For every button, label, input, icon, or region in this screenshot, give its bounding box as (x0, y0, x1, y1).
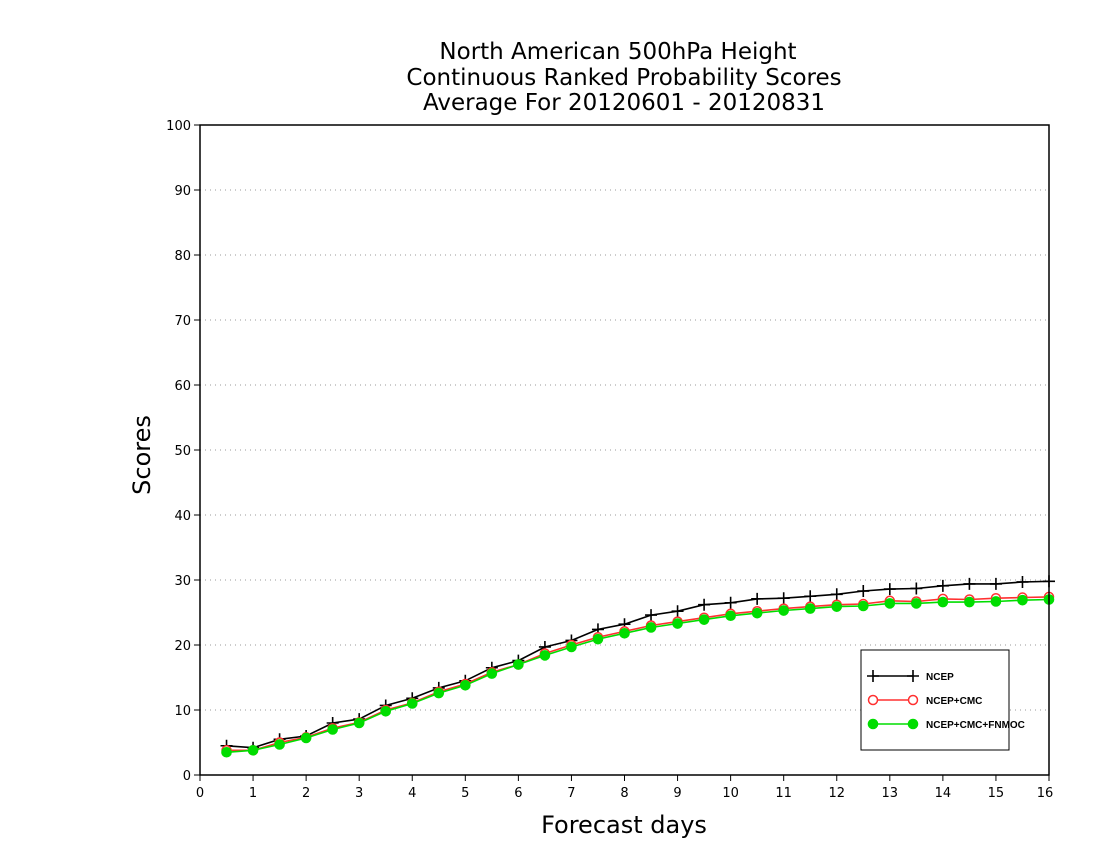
series-point-2 (353, 717, 365, 729)
y-tick-label: 50 (174, 444, 191, 459)
series-point-2 (274, 739, 285, 750)
x-tick-label: 5 (461, 786, 469, 801)
x-tick-label: 3 (355, 786, 363, 801)
series-point-2 (831, 601, 843, 612)
series-point-0 (910, 582, 923, 595)
series-point-0 (883, 583, 896, 596)
series-point-2 (725, 610, 736, 622)
x-tick-label: 7 (567, 786, 575, 801)
series-point-2 (937, 596, 949, 608)
series-point-0 (777, 592, 790, 605)
y-tick-label: 100 (166, 119, 191, 134)
x-tick-label: 0 (196, 786, 204, 801)
series-point-2 (433, 687, 445, 699)
x-tick-label: 11 (775, 786, 792, 801)
series-point-2 (964, 596, 975, 608)
series-point-0 (936, 579, 949, 592)
series-point-2 (460, 680, 471, 691)
y-tick-label: 60 (174, 379, 191, 394)
chart-title-line-1: North American 500hPa Height (439, 39, 796, 65)
y-tick-label: 70 (174, 314, 191, 329)
series-point-0 (698, 598, 711, 611)
series-point-2 (486, 668, 498, 679)
x-tick-label: 15 (988, 786, 1005, 801)
series-point-2 (698, 614, 710, 625)
x-tick-label: 1 (249, 786, 257, 801)
series-group (220, 575, 1055, 758)
y-tick-label: 0 (183, 769, 191, 784)
series-point-2 (672, 618, 683, 629)
series-point-2 (513, 659, 524, 670)
series-point-2 (619, 628, 630, 639)
legend-marker-1 (907, 694, 919, 706)
series-point-0 (857, 585, 870, 598)
legend-label-0: NCEP (926, 672, 954, 683)
x-tick-label: 14 (935, 786, 952, 801)
legend-marker-2 (867, 718, 879, 730)
x-tick-label: 6 (514, 786, 522, 801)
legend-marker-0 (907, 670, 919, 682)
series-point-2 (406, 698, 418, 709)
legend-label-2: NCEP+CMC+FNMOC (926, 720, 1025, 731)
series-point-2 (566, 641, 577, 653)
x-tick-label: 10 (722, 786, 739, 801)
x-axis-label: Forecast days (541, 811, 707, 839)
series-point-2 (645, 622, 657, 633)
x-tick-label: 16 (1037, 786, 1054, 801)
series-point-0 (645, 609, 658, 622)
series-point-2 (804, 603, 816, 614)
y-tick-label: 80 (174, 249, 191, 264)
y-axis-label: Scores (128, 415, 156, 495)
legend-marker-0 (867, 670, 879, 682)
series-point-2 (221, 746, 232, 758)
series-point-2 (990, 596, 1002, 607)
series-point-2 (539, 650, 551, 661)
series-point-2 (884, 598, 896, 609)
x-tick-label: 8 (620, 786, 628, 801)
x-tick-label: 9 (673, 786, 681, 801)
series-point-2 (300, 732, 312, 744)
series-point-2 (380, 706, 392, 717)
series-point-2 (247, 745, 259, 756)
y-tick-label: 30 (174, 574, 191, 589)
series-point-2 (751, 607, 763, 619)
series-point-2 (327, 724, 338, 735)
legend-marker-2 (907, 718, 919, 730)
series-point-2 (857, 600, 869, 612)
series-point-2 (911, 598, 922, 609)
chart-title-line-2: Continuous Ranked Probability Scores (406, 65, 841, 91)
series-point-2 (1017, 594, 1028, 606)
series-point-0 (1016, 575, 1029, 588)
x-tick-label: 12 (828, 786, 845, 801)
plot-frame (199, 124, 1050, 776)
legend-marker-1 (867, 694, 879, 706)
y-tick-label: 40 (174, 509, 191, 524)
x-tick-label: 13 (882, 786, 899, 801)
series-point-0 (751, 592, 764, 605)
x-axis: 0 1 2 3 4 5 6 7 8 9 10 11 12 13 14 15 16 (196, 775, 1053, 801)
series-point-0 (804, 590, 817, 603)
y-axis: 0 10 20 30 40 50 60 70 80 90 100 (166, 119, 200, 784)
series-point-0 (830, 588, 843, 601)
y-tick-label: 90 (174, 184, 191, 199)
series-point-0 (989, 577, 1002, 590)
series-point-0 (671, 605, 684, 618)
x-tick-label: 4 (408, 786, 416, 801)
series-point-0 (724, 596, 737, 609)
y-tick-label: 10 (174, 704, 191, 719)
y-tick-label: 20 (174, 639, 191, 654)
series-point-2 (778, 605, 789, 616)
series-point-0 (963, 577, 976, 590)
chart-title: North American 500hPa Height Continuous … (406, 39, 841, 116)
legend: NCEP NCEP+CMC NCEP+CMC+FNMOC (860, 649, 1025, 751)
chart-title-line-3: Average For 20120601 - 20120831 (423, 90, 825, 116)
series-point-2 (592, 633, 604, 645)
legend-label-1: NCEP+CMC (926, 696, 982, 707)
x-tick-label: 2 (302, 786, 310, 801)
